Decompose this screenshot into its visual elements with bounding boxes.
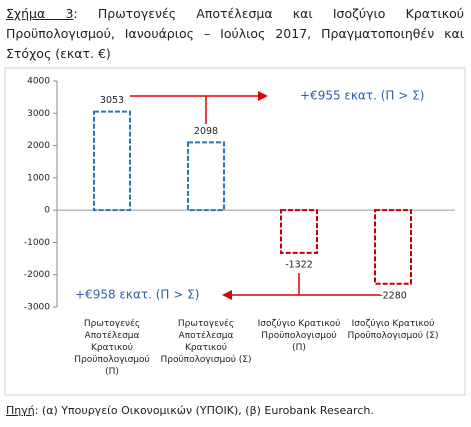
annotation: +€955 εκατ. (Π > Σ) — [300, 89, 424, 103]
y-tick-label: 1000 — [27, 173, 50, 183]
source: Πηγή: (α) Υπουργείο Οικονομικών (ΥΠΟΙΚ),… — [6, 404, 374, 417]
y-tick-label: 4000 — [27, 77, 50, 87]
y-tick-label: 0 — [44, 206, 50, 216]
x-tick-label: Πρωτογενές Αποτέλεσμα Κρατικού Προϋπολογ… — [160, 319, 252, 365]
bar — [93, 110, 131, 212]
x-tick-label: Ισοζύγιο Κρατικού Προϋπολογισμού (Σ) — [347, 319, 439, 341]
data-label: -2280 — [379, 290, 407, 301]
source-label: Πηγή — [6, 404, 35, 417]
x-tick-label: Ισοζύγιο Κρατικού Προϋπολογισμού (Π) — [257, 319, 341, 353]
figure-label: Σχήμα 3 — [6, 6, 74, 21]
chart-title: Πρωτογενές Αποτέλεσμα και Ισοζύγιο Κρατι… — [6, 6, 464, 61]
arrow-head — [258, 91, 268, 101]
source-text: : (α) Υπουργείο Οικονομικών (ΥΠΟΙΚ), (β)… — [34, 404, 374, 417]
data-label: 3053 — [100, 95, 124, 106]
data-label: -1322 — [285, 259, 313, 270]
y-tick-label: 2000 — [27, 141, 50, 151]
y-tick-label: -1000 — [24, 238, 50, 248]
title-block: Σχήμα 3: Πρωτογενές Αποτέλεσμα και Ισοζύ… — [6, 6, 464, 61]
data-label: 2098 — [194, 126, 218, 137]
x-tick-label: Πρωτογενές Αποτέλεσμα Κρατικού Προϋπολογ… — [74, 319, 150, 377]
bar — [374, 209, 412, 285]
y-tick-label: 3000 — [27, 109, 50, 119]
bar — [187, 141, 225, 212]
bar — [280, 209, 318, 254]
annotation: +€958 εκατ. (Π > Σ) — [75, 288, 199, 302]
chart-frame — [4, 67, 466, 396]
y-tick-label: -3000 — [24, 303, 50, 313]
arrow-head — [222, 290, 232, 300]
y-tick-label: -2000 — [24, 270, 50, 280]
